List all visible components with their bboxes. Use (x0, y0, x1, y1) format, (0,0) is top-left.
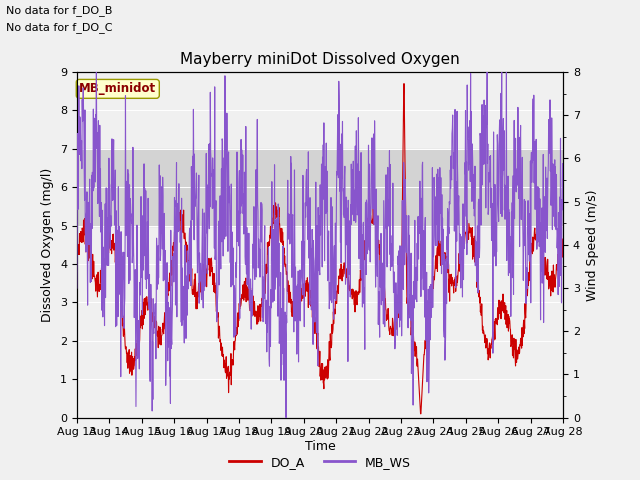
Y-axis label: Wind Speed (m/s): Wind Speed (m/s) (586, 189, 598, 300)
Legend: DO_A, MB_WS: DO_A, MB_WS (224, 451, 416, 474)
Text: No data for f_DO_C: No data for f_DO_C (6, 22, 113, 33)
Text: MB_minidot: MB_minidot (79, 83, 156, 96)
Text: No data for f_DO_B: No data for f_DO_B (6, 5, 113, 16)
Y-axis label: Dissolved Oxygen (mg/l): Dissolved Oxygen (mg/l) (42, 168, 54, 322)
X-axis label: Time: Time (305, 440, 335, 453)
Title: Mayberry miniDot Dissolved Oxygen: Mayberry miniDot Dissolved Oxygen (180, 52, 460, 67)
Bar (77, 149, 563, 226)
